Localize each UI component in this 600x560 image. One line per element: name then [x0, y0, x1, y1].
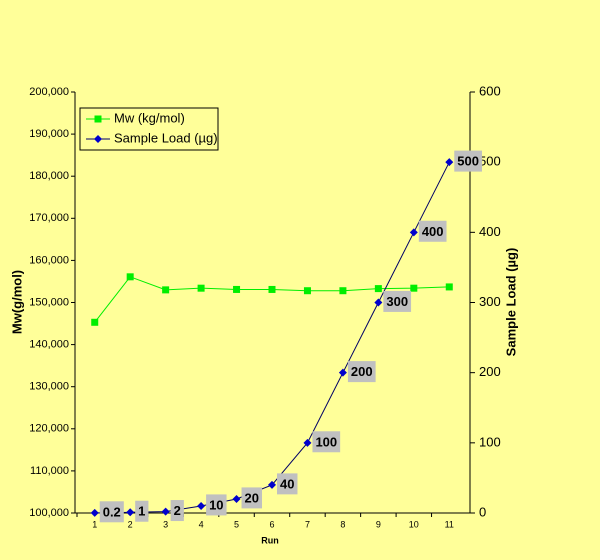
- x-tick-label: 4: [199, 519, 204, 529]
- x-tick-label: 1: [92, 519, 97, 529]
- marker: [197, 284, 205, 292]
- data-label-box: [347, 361, 376, 383]
- y-tick-label: 110,000: [30, 465, 69, 477]
- y-tick-label: 100,000: [29, 507, 69, 519]
- y-tick-label: 190,000: [29, 128, 69, 140]
- data-label: 1: [138, 504, 145, 519]
- marker: [90, 508, 99, 517]
- data-label: 20: [245, 490, 259, 505]
- legend-marker: [94, 135, 102, 143]
- data-label-box: [277, 473, 298, 495]
- y-tick-label: 170,000: [29, 212, 69, 224]
- marker: [126, 508, 135, 517]
- marker: [126, 273, 134, 281]
- data-label: 200: [351, 364, 373, 379]
- x-axis-title: Run: [261, 535, 279, 545]
- y2-tick-label: 300: [479, 294, 501, 309]
- x-tick-label: 10: [409, 519, 419, 529]
- legend-marker: [94, 115, 102, 123]
- marker: [197, 501, 206, 510]
- legend-label: Sample Load (µg): [114, 130, 218, 145]
- marker: [374, 298, 383, 307]
- legend-label: Mw (kg/mol): [114, 110, 185, 125]
- data-label: 100: [315, 434, 337, 449]
- marker: [91, 318, 99, 326]
- x-tick-label: 9: [376, 519, 381, 529]
- y-tick-label: 160,000: [29, 254, 69, 266]
- data-label: 10: [209, 497, 223, 512]
- data-label: 500: [457, 154, 479, 169]
- x-tick-label: 7: [305, 519, 310, 529]
- y-tick-label: 200,000: [29, 86, 69, 98]
- data-label-box: [418, 220, 447, 242]
- y2-tick-label: 500: [479, 154, 501, 169]
- marker: [303, 287, 311, 295]
- data-label: 400: [422, 224, 444, 239]
- x-tick-label: 6: [269, 519, 274, 529]
- marker: [232, 494, 241, 503]
- y2-tick-label: 100: [479, 434, 501, 449]
- marker: [338, 368, 347, 377]
- data-label: 0.2: [103, 504, 121, 519]
- marker: [339, 287, 347, 295]
- marker: [445, 158, 454, 167]
- y-tick-label: 180,000: [29, 170, 69, 182]
- marker: [410, 284, 418, 292]
- y2-axis-title: Sample Load (µg): [503, 248, 518, 357]
- marker: [374, 285, 382, 293]
- marker: [233, 285, 241, 293]
- data-label-box: [99, 501, 124, 523]
- data-label-box: [135, 500, 149, 522]
- data-label: 300: [386, 294, 408, 309]
- y-tick-label: 150,000: [29, 296, 69, 308]
- x-tick-label: 8: [340, 519, 345, 529]
- y-tick-label: 120,000: [29, 423, 69, 435]
- legend-box: [79, 107, 219, 151]
- data-label-box: [383, 290, 412, 312]
- y-tick-label: 130,000: [29, 381, 69, 393]
- data-label-box: [170, 500, 184, 522]
- x-tick-label: 11: [445, 519, 454, 529]
- marker: [445, 283, 453, 291]
- y2-tick-label: 200: [479, 364, 501, 379]
- data-label: 40: [280, 476, 294, 491]
- y2-tick-label: 600: [479, 83, 501, 98]
- y-axis-title: Mw(g/mol): [9, 270, 24, 334]
- marker: [409, 228, 418, 237]
- x-tick-label: 2: [128, 519, 133, 529]
- marker: [303, 438, 312, 447]
- x-tick-label: 3: [163, 519, 168, 529]
- data-label-box: [312, 431, 341, 453]
- data-label-box: [454, 150, 482, 172]
- y2-tick-label: 400: [479, 224, 501, 239]
- y-tick-label: 140,000: [29, 339, 69, 351]
- marker: [162, 286, 170, 294]
- y2-tick-label: 0: [479, 504, 486, 519]
- data-label-box: [206, 494, 227, 516]
- marker: [268, 480, 276, 489]
- marker: [268, 285, 276, 293]
- marker: [161, 507, 170, 516]
- data-label: 2: [174, 503, 181, 518]
- data-label-box: [241, 487, 263, 509]
- x-tick-label: 5: [234, 519, 239, 529]
